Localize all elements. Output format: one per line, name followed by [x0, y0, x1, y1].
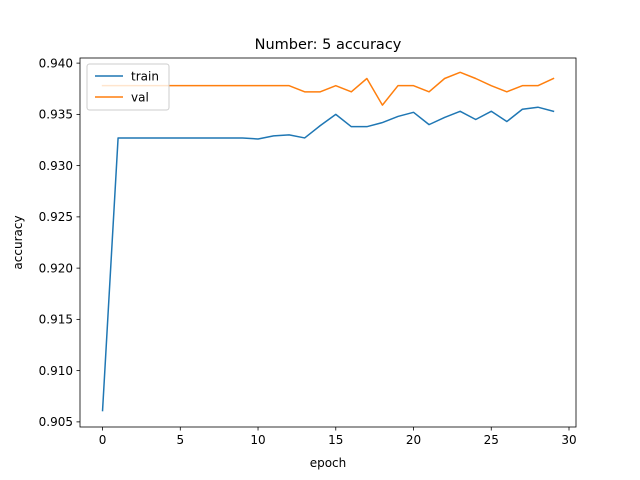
plot-frame [79, 57, 577, 428]
y-tick-label: 0.925 [39, 210, 73, 224]
legend-label-val: val [131, 90, 149, 104]
series-line-val [101, 71, 555, 106]
series-line-train [101, 106, 555, 412]
y-tick-label: 0.905 [39, 415, 73, 429]
y-tick-label: 0.910 [39, 364, 73, 378]
y-tick-label: 0.940 [39, 56, 73, 70]
x-tick-label: 15 [328, 433, 343, 447]
y-tick-label: 0.930 [39, 159, 73, 173]
y-tick-label: 0.920 [39, 261, 73, 275]
plot-lines [101, 71, 555, 412]
x-tick-label: 5 [176, 433, 184, 447]
x-tick-label: 0 [99, 433, 107, 447]
legend: train val [86, 63, 170, 111]
x-axis-title: epoch [310, 456, 347, 470]
axes: 0 5 10 15 20 25 30 0.905 0.910 0.915 0.920 0.925 0.9… [39, 56, 577, 447]
x-tick-label: 25 [484, 433, 499, 447]
x-tick-label: 30 [561, 433, 576, 447]
legend-label-train: train [131, 69, 159, 83]
y-axis-title: accuracy [11, 215, 25, 269]
x-tick-label: 10 [250, 433, 265, 447]
x-tick-label: 20 [406, 433, 421, 447]
y-tick-label: 0.935 [39, 108, 73, 122]
y-tick-label: 0.915 [39, 313, 73, 327]
chart-title: Number: 5 accuracy [255, 37, 402, 53]
